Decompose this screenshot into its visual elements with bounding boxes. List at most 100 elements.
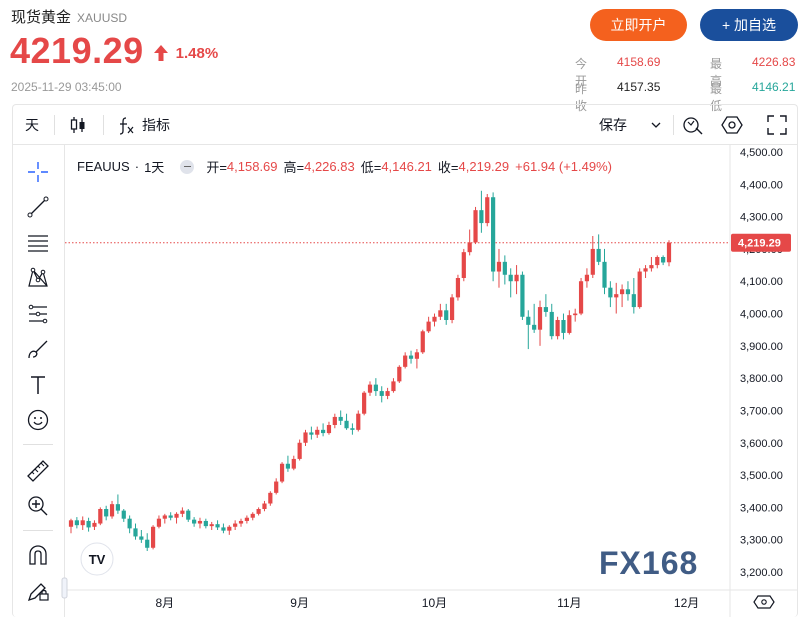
candle-body	[104, 509, 109, 517]
candle-body	[455, 278, 461, 298]
candle-body	[186, 510, 191, 520]
candle-body	[215, 524, 220, 528]
axis-settings-icon-center	[761, 599, 767, 605]
candle-body	[426, 321, 431, 332]
candle-body	[532, 324, 537, 330]
candle-body	[561, 320, 566, 333]
save-button[interactable]: 保存	[599, 105, 662, 145]
candle-body	[473, 210, 478, 243]
fullscreen-icon[interactable]	[767, 105, 787, 145]
candle-body	[543, 307, 548, 312]
candle-body	[438, 310, 443, 317]
last-price-tag	[731, 233, 791, 252]
scroll-handle[interactable]	[61, 577, 68, 599]
brush-icon[interactable]	[25, 336, 51, 362]
y-tick-label: 3,700.00	[740, 405, 783, 417]
candle-body	[297, 442, 302, 459]
zoom-in-icon[interactable]	[25, 493, 51, 519]
x-tick-label: 9月	[290, 596, 309, 610]
pattern-icon[interactable]	[25, 265, 51, 291]
candle-body	[344, 420, 349, 429]
y-tick-label: 3,200.00	[740, 567, 783, 579]
change-percent: 1.48%	[175, 44, 219, 62]
y-tick-label: 3,400.00	[740, 502, 783, 514]
candle-body	[379, 391, 384, 396]
legend-high-value: 4,226.83	[304, 159, 355, 174]
candle-body	[491, 197, 496, 272]
stat-open-value: 4158.69	[617, 55, 661, 69]
instrument-name: 现货黄金	[11, 9, 72, 26]
candle-body	[391, 381, 396, 392]
candle-body	[92, 522, 97, 527]
candle-body	[98, 509, 103, 524]
candle-body	[338, 416, 343, 421]
candle-body	[555, 320, 560, 337]
candle-body	[449, 297, 455, 320]
add-watchlist-button[interactable]: + 加自选	[700, 9, 798, 41]
legend-change: +61.94 (+1.49%)	[515, 159, 612, 174]
ruler-icon[interactable]	[25, 458, 51, 484]
chart-toolbar: 天 指标 保存	[13, 105, 797, 145]
candle-body	[356, 413, 361, 430]
open-account-button[interactable]: 立即开户	[590, 9, 687, 41]
candle-body	[508, 274, 513, 282]
candle-body	[403, 355, 408, 367]
candles-icon[interactable]	[69, 105, 87, 145]
x-tick-label: 10月	[422, 596, 447, 610]
candle-body	[150, 526, 156, 548]
legend-close-value: 4,219.29	[458, 159, 510, 174]
candle-body	[274, 481, 279, 493]
emoji-icon[interactable]	[25, 407, 51, 433]
tv-logo-badge	[80, 542, 114, 576]
settings-icon[interactable]	[721, 105, 743, 145]
candle-body	[139, 536, 144, 540]
candle-body	[115, 504, 121, 511]
candle-body	[203, 520, 208, 527]
magnet-icon[interactable]	[25, 542, 51, 568]
candle-body	[209, 524, 214, 527]
candle-body	[625, 289, 631, 295]
indicators-button[interactable]: 指标	[117, 105, 170, 145]
candle-body	[168, 515, 173, 518]
candle-body	[661, 257, 666, 263]
chart-widget: 天 指标 保存	[12, 104, 798, 617]
y-tick-label: 3,900.00	[740, 341, 783, 353]
candle-body	[666, 242, 672, 263]
candle-body	[145, 539, 150, 548]
lock-draw-icon[interactable]	[25, 578, 51, 604]
legend-open-label: 开=	[206, 160, 227, 175]
candle-body	[315, 429, 320, 435]
fib-icon[interactable]	[25, 230, 51, 256]
candle-body	[127, 518, 132, 529]
x-tick-label: 12月	[674, 596, 699, 610]
stat-prev-label: 昨收	[575, 82, 588, 113]
crosshair-icon[interactable]	[25, 159, 51, 185]
alert-icon[interactable]	[682, 105, 704, 145]
candle-body	[549, 311, 554, 337]
candle-body	[238, 520, 244, 524]
interval-button[interactable]: 天	[25, 117, 39, 133]
candle-body	[180, 510, 185, 514]
legend-high-label: 高=	[283, 160, 305, 175]
y-tick-label: 4,500.00	[740, 147, 783, 159]
quote-title-row: 现货黄金 XAUUSD	[11, 6, 127, 27]
candle-body	[461, 252, 466, 278]
candle-body	[514, 274, 519, 282]
legend-close-label: 收=	[437, 160, 459, 175]
text-icon[interactable]	[25, 372, 51, 398]
candle-body	[649, 265, 654, 269]
y-tick-label: 3,800.00	[740, 373, 783, 385]
candle-body	[362, 392, 367, 414]
legend-collapse-icon[interactable]	[180, 159, 195, 174]
candle-body	[526, 316, 531, 325]
candle-body	[655, 257, 660, 266]
candle-body	[408, 355, 414, 359]
candle-body	[367, 384, 373, 393]
trendline-icon[interactable]	[25, 194, 51, 220]
projection-icon[interactable]	[25, 301, 51, 327]
indicators-label: 指标	[142, 117, 170, 133]
axis-settings-icon[interactable]	[753, 595, 775, 609]
y-tick-label: 3,300.00	[740, 535, 783, 547]
stat-prev-value: 4157.35	[617, 80, 661, 94]
